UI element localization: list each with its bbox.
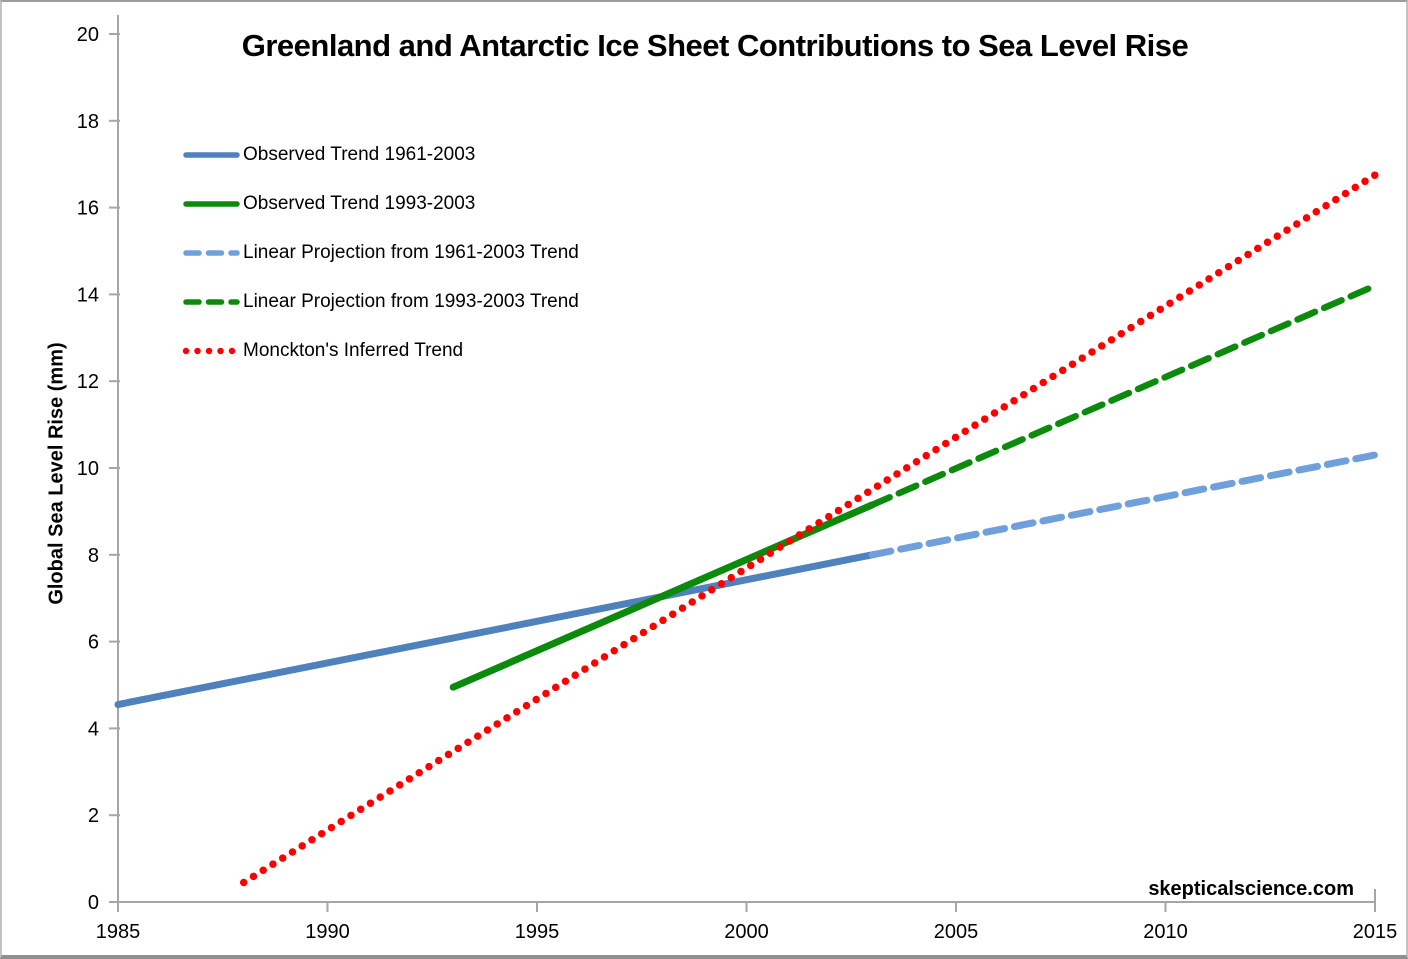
y-tick-label: 4 — [88, 718, 99, 740]
legend-item-4: Monckton's Inferred Trend — [182, 326, 579, 375]
legend-swatch-dashed-icon — [183, 249, 240, 256]
x-tick-label: 2005 — [934, 921, 979, 943]
series-line-2 — [868, 451, 1379, 559]
legend-item-2: Linear Projection from 1961-2003 Trend — [182, 228, 579, 277]
y-tick-label: 6 — [88, 632, 99, 654]
legend-label: Linear Projection from 1961-2003 Trend — [243, 241, 579, 263]
x-tick-label: 2015 — [1353, 921, 1398, 943]
y-tick-label: 10 — [77, 458, 99, 480]
x-tick-label: 1985 — [96, 921, 141, 943]
chart-title: Greenland and Antarctic Ice Sheet Contri… — [241, 28, 1189, 63]
y-tick-label: 18 — [77, 111, 99, 133]
legend-swatch-dotted-icon — [182, 347, 241, 354]
legend-item-3: Linear Projection from 1993-2003 Trend — [182, 277, 579, 326]
legend: Observed Trend 1961-2003 Observed Trend 1… — [182, 130, 579, 375]
watermark-text: skepticalscience.com — [1148, 878, 1354, 900]
legend-swatch-solid-icon — [183, 151, 240, 158]
x-tick-label: 1990 — [305, 921, 350, 943]
x-tick-label: 2000 — [724, 921, 769, 943]
legend-item-1: Observed Trend 1993-2003 — [182, 179, 579, 228]
y-tick-label: 8 — [88, 545, 99, 567]
y-tick-label: 20 — [77, 24, 99, 46]
legend-label: Linear Projection from 1993-2003 Trend — [243, 290, 579, 312]
legend-swatch-solid-icon — [183, 200, 240, 207]
y-tick-label: 16 — [77, 198, 99, 220]
legend-label: Observed Trend 1961-2003 — [243, 143, 476, 165]
y-tick-label: 0 — [88, 892, 99, 914]
y-tick-label: 2 — [88, 805, 99, 827]
legend-swatch-dashed-icon — [183, 298, 240, 305]
y-tick-label: 12 — [77, 371, 99, 393]
legend-item-0: Observed Trend 1961-2003 — [182, 130, 579, 179]
legend-label: Observed Trend 1993-2003 — [243, 192, 476, 214]
legend-label: Monckton's Inferred Trend — [243, 339, 464, 361]
y-tick-label: 14 — [77, 284, 99, 306]
x-tick-label: 1995 — [515, 921, 560, 943]
series-line-0 — [114, 551, 876, 709]
series-line-4 — [239, 171, 1379, 887]
x-tick-label: 2010 — [1143, 921, 1188, 943]
series-line-3 — [868, 282, 1379, 509]
